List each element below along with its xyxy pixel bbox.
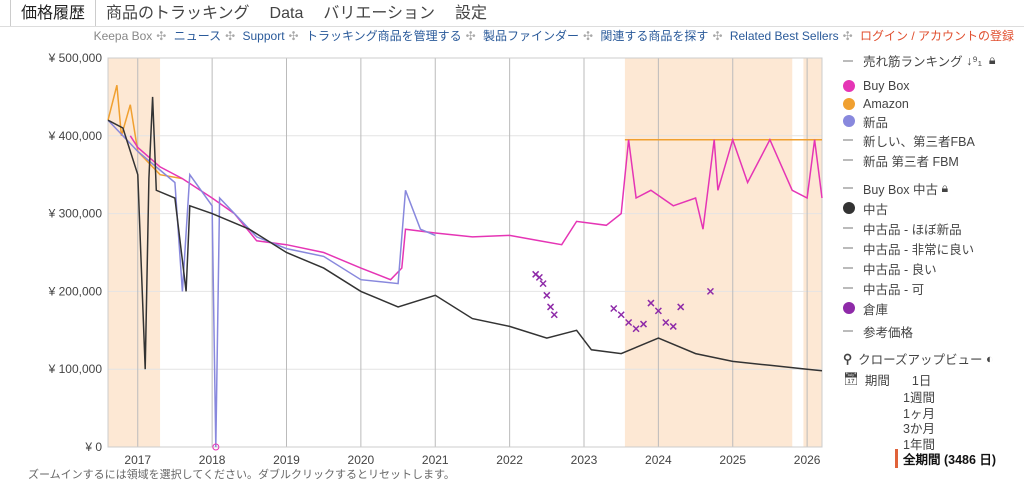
- zoom-hint: ズームインするには領域を選択してください。ダブルクリックするとリセットします。: [28, 469, 455, 481]
- legend-new-fba[interactable]: 新しい、第三者FBA: [843, 130, 996, 150]
- y-tick-label: ¥ 500,000: [48, 51, 103, 65]
- x-tick-label: 2025: [719, 453, 746, 465]
- y-tick-label: ¥ 300,000: [48, 207, 103, 221]
- legend-buybox[interactable]: Buy Box: [843, 78, 996, 96]
- warehouse-point: [543, 291, 551, 299]
- link-login[interactable]: ログイン / アカウントの登録: [859, 29, 1014, 43]
- warehouse-point: [632, 325, 640, 333]
- link-news[interactable]: ニュース: [173, 29, 222, 43]
- link-support[interactable]: Support: [242, 29, 285, 43]
- x-tick-label: 2018: [199, 453, 226, 465]
- link-bar: Keepa Box ✣ ニュース ✣ Support ✣ トラッキング商品を管理する ✣…: [92, 27, 1016, 44]
- warehouse-point: [706, 287, 714, 295]
- legend-used-good[interactable]: 中古品 - 良い: [843, 258, 996, 278]
- link-manage-tracking[interactable]: トラッキング商品を管理する: [305, 29, 462, 43]
- x-tick-label: 2023: [571, 453, 598, 465]
- separator-icon: ✣: [842, 29, 853, 43]
- warehouse-point: [677, 303, 685, 311]
- range-1d[interactable]: 1日: [911, 373, 932, 388]
- range-panel: ⚲ クローズアップビュー ◐ 📅︎ 期間 1日 1週間 1ヶ月 3か月 1年間 全期間…: [843, 350, 996, 468]
- x-tick-label: 2026: [794, 453, 821, 465]
- tab-data[interactable]: Data: [269, 5, 304, 22]
- x-tick-label: 2019: [273, 453, 300, 465]
- separator-icon: ✣: [288, 29, 299, 43]
- legend-warehouse[interactable]: 倉庫: [843, 298, 996, 318]
- link-keepa-box[interactable]: Keepa Box: [93, 29, 153, 43]
- range-3m[interactable]: 3か月: [903, 422, 935, 436]
- range-1m[interactable]: 1ヶ月: [903, 406, 935, 421]
- legend-buybox-used[interactable]: Buy Box 中古 🔒︎: [843, 178, 996, 198]
- separator-icon: ✣: [465, 29, 476, 43]
- price-history-chart[interactable]: ¥ 0 ¥ 100,000 ¥ 200,000 ¥ 300,000 ¥ 400,000 ¥…: [0, 45, 830, 465]
- tab-tracking[interactable]: 商品のトラッキング: [106, 5, 250, 22]
- separator-icon: ✣: [583, 29, 594, 43]
- warehouse-point: [662, 318, 670, 327]
- legend-used[interactable]: 中古: [843, 198, 996, 218]
- y-tick-label: ¥ 200,000: [48, 284, 103, 298]
- plot-border: [107, 57, 823, 448]
- buybox-marker: [212, 443, 220, 451]
- series-line-中古: [107, 96, 823, 372]
- range-all[interactable]: 全期間 (3486 日): [895, 449, 996, 468]
- warehouse-point: [547, 303, 555, 311]
- warehouse-point: [617, 311, 625, 319]
- legend-new-fbm[interactable]: 新品 第三者 FBM: [843, 150, 996, 170]
- link-related-best-sellers[interactable]: Related Best Sellers: [729, 29, 839, 43]
- tab-settings[interactable]: 設定: [455, 5, 488, 22]
- toggle-icon[interactable]: ◐: [986, 351, 994, 366]
- x-tick-label: 2024: [645, 453, 672, 465]
- range-1w[interactable]: 1週間: [903, 391, 935, 405]
- sort-icon: ↓⁹₁: [966, 53, 982, 68]
- lock-icon: 🔒︎: [941, 180, 949, 195]
- separator-icon: ✣: [225, 29, 236, 43]
- availability-shade: [624, 58, 793, 447]
- availability-shade: [803, 58, 822, 447]
- warehouse-point: [639, 320, 648, 328]
- link-product-finder[interactable]: 製品ファインダー: [483, 29, 580, 43]
- series-line-新品: [107, 119, 436, 448]
- x-tick-label: 2021: [422, 453, 449, 465]
- legend-list-price[interactable]: 参考価格: [843, 318, 996, 344]
- link-related-products[interactable]: 関連する商品を探す: [600, 29, 709, 43]
- separator-icon: ✣: [156, 29, 167, 43]
- warehouse-point: [669, 322, 677, 330]
- x-tick-label: 2020: [348, 453, 375, 465]
- search-icon: ⚲: [843, 352, 853, 367]
- warehouse-point: [610, 304, 618, 313]
- range-label: 期間: [864, 373, 890, 388]
- y-tick-label: ¥ 0: [84, 440, 102, 454]
- legend-used-like-new[interactable]: 中古品 - ほぼ新品: [843, 218, 996, 238]
- separator-icon: ✣: [712, 29, 723, 43]
- legend-amazon[interactable]: Amazon: [843, 95, 996, 113]
- y-tick-label: ¥ 100,000: [48, 362, 103, 376]
- series-line-Buy Box: [129, 135, 823, 281]
- tab-bar: 価格履歴 商品のトラッキング Data バリエーション 設定: [0, 0, 1024, 27]
- calendar-icon: 📅︎: [843, 371, 859, 386]
- warehouse-point: [539, 280, 547, 288]
- x-tick-label: 2022: [496, 453, 523, 465]
- legend-new[interactable]: 新品: [843, 113, 996, 131]
- warehouse-point: [654, 307, 662, 315]
- warehouse-point: [647, 299, 655, 307]
- tab-variations[interactable]: バリエーション: [323, 5, 436, 22]
- legend: 売れ筋ランキング ↓⁹₁ 🔒︎ Buy Box Amazon 新品 新しい、第三…: [843, 52, 996, 344]
- legend-used-acceptable[interactable]: 中古品 - 可: [843, 278, 996, 298]
- series-line-Amazon: [107, 85, 822, 180]
- tab-price-history[interactable]: 価格履歴: [10, 0, 97, 26]
- x-tick-label: 2017: [124, 453, 151, 465]
- legend-sales-rank[interactable]: 売れ筋ランキング ↓⁹₁ 🔒︎: [843, 52, 996, 70]
- closeup-toggle[interactable]: ⚲ クローズアップビュー ◐: [843, 351, 994, 368]
- warehouse-point: [625, 318, 633, 327]
- lock-icon: 🔒︎: [988, 53, 996, 68]
- range-1y[interactable]: 1年間: [903, 437, 935, 452]
- warehouse-point: [535, 273, 543, 281]
- warehouse-point: [550, 311, 558, 319]
- y-tick-label: ¥ 400,000: [48, 129, 103, 143]
- legend-used-very-good[interactable]: 中古品 - 非常に良い: [843, 238, 996, 258]
